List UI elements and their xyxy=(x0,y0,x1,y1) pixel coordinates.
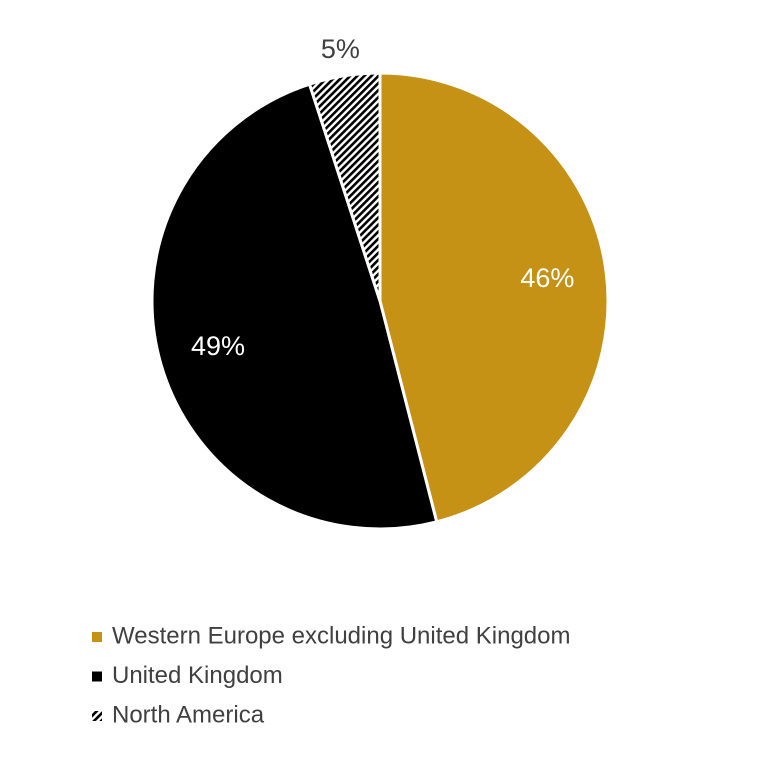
data-label: 5% xyxy=(321,34,360,64)
legend-swatch xyxy=(92,671,102,682)
pie-slice xyxy=(150,82,439,531)
legend-swatch xyxy=(92,711,102,721)
data-label: 46% xyxy=(520,263,574,293)
legend-label: North America xyxy=(112,701,265,728)
legend-label: Western Europe excluding United Kingdom xyxy=(112,622,570,649)
data-label: 49% xyxy=(191,331,245,361)
pie-slice xyxy=(307,71,382,302)
legend-label: United Kingdom xyxy=(112,662,283,689)
pie-slice xyxy=(378,71,610,524)
legend-swatch xyxy=(92,632,102,642)
